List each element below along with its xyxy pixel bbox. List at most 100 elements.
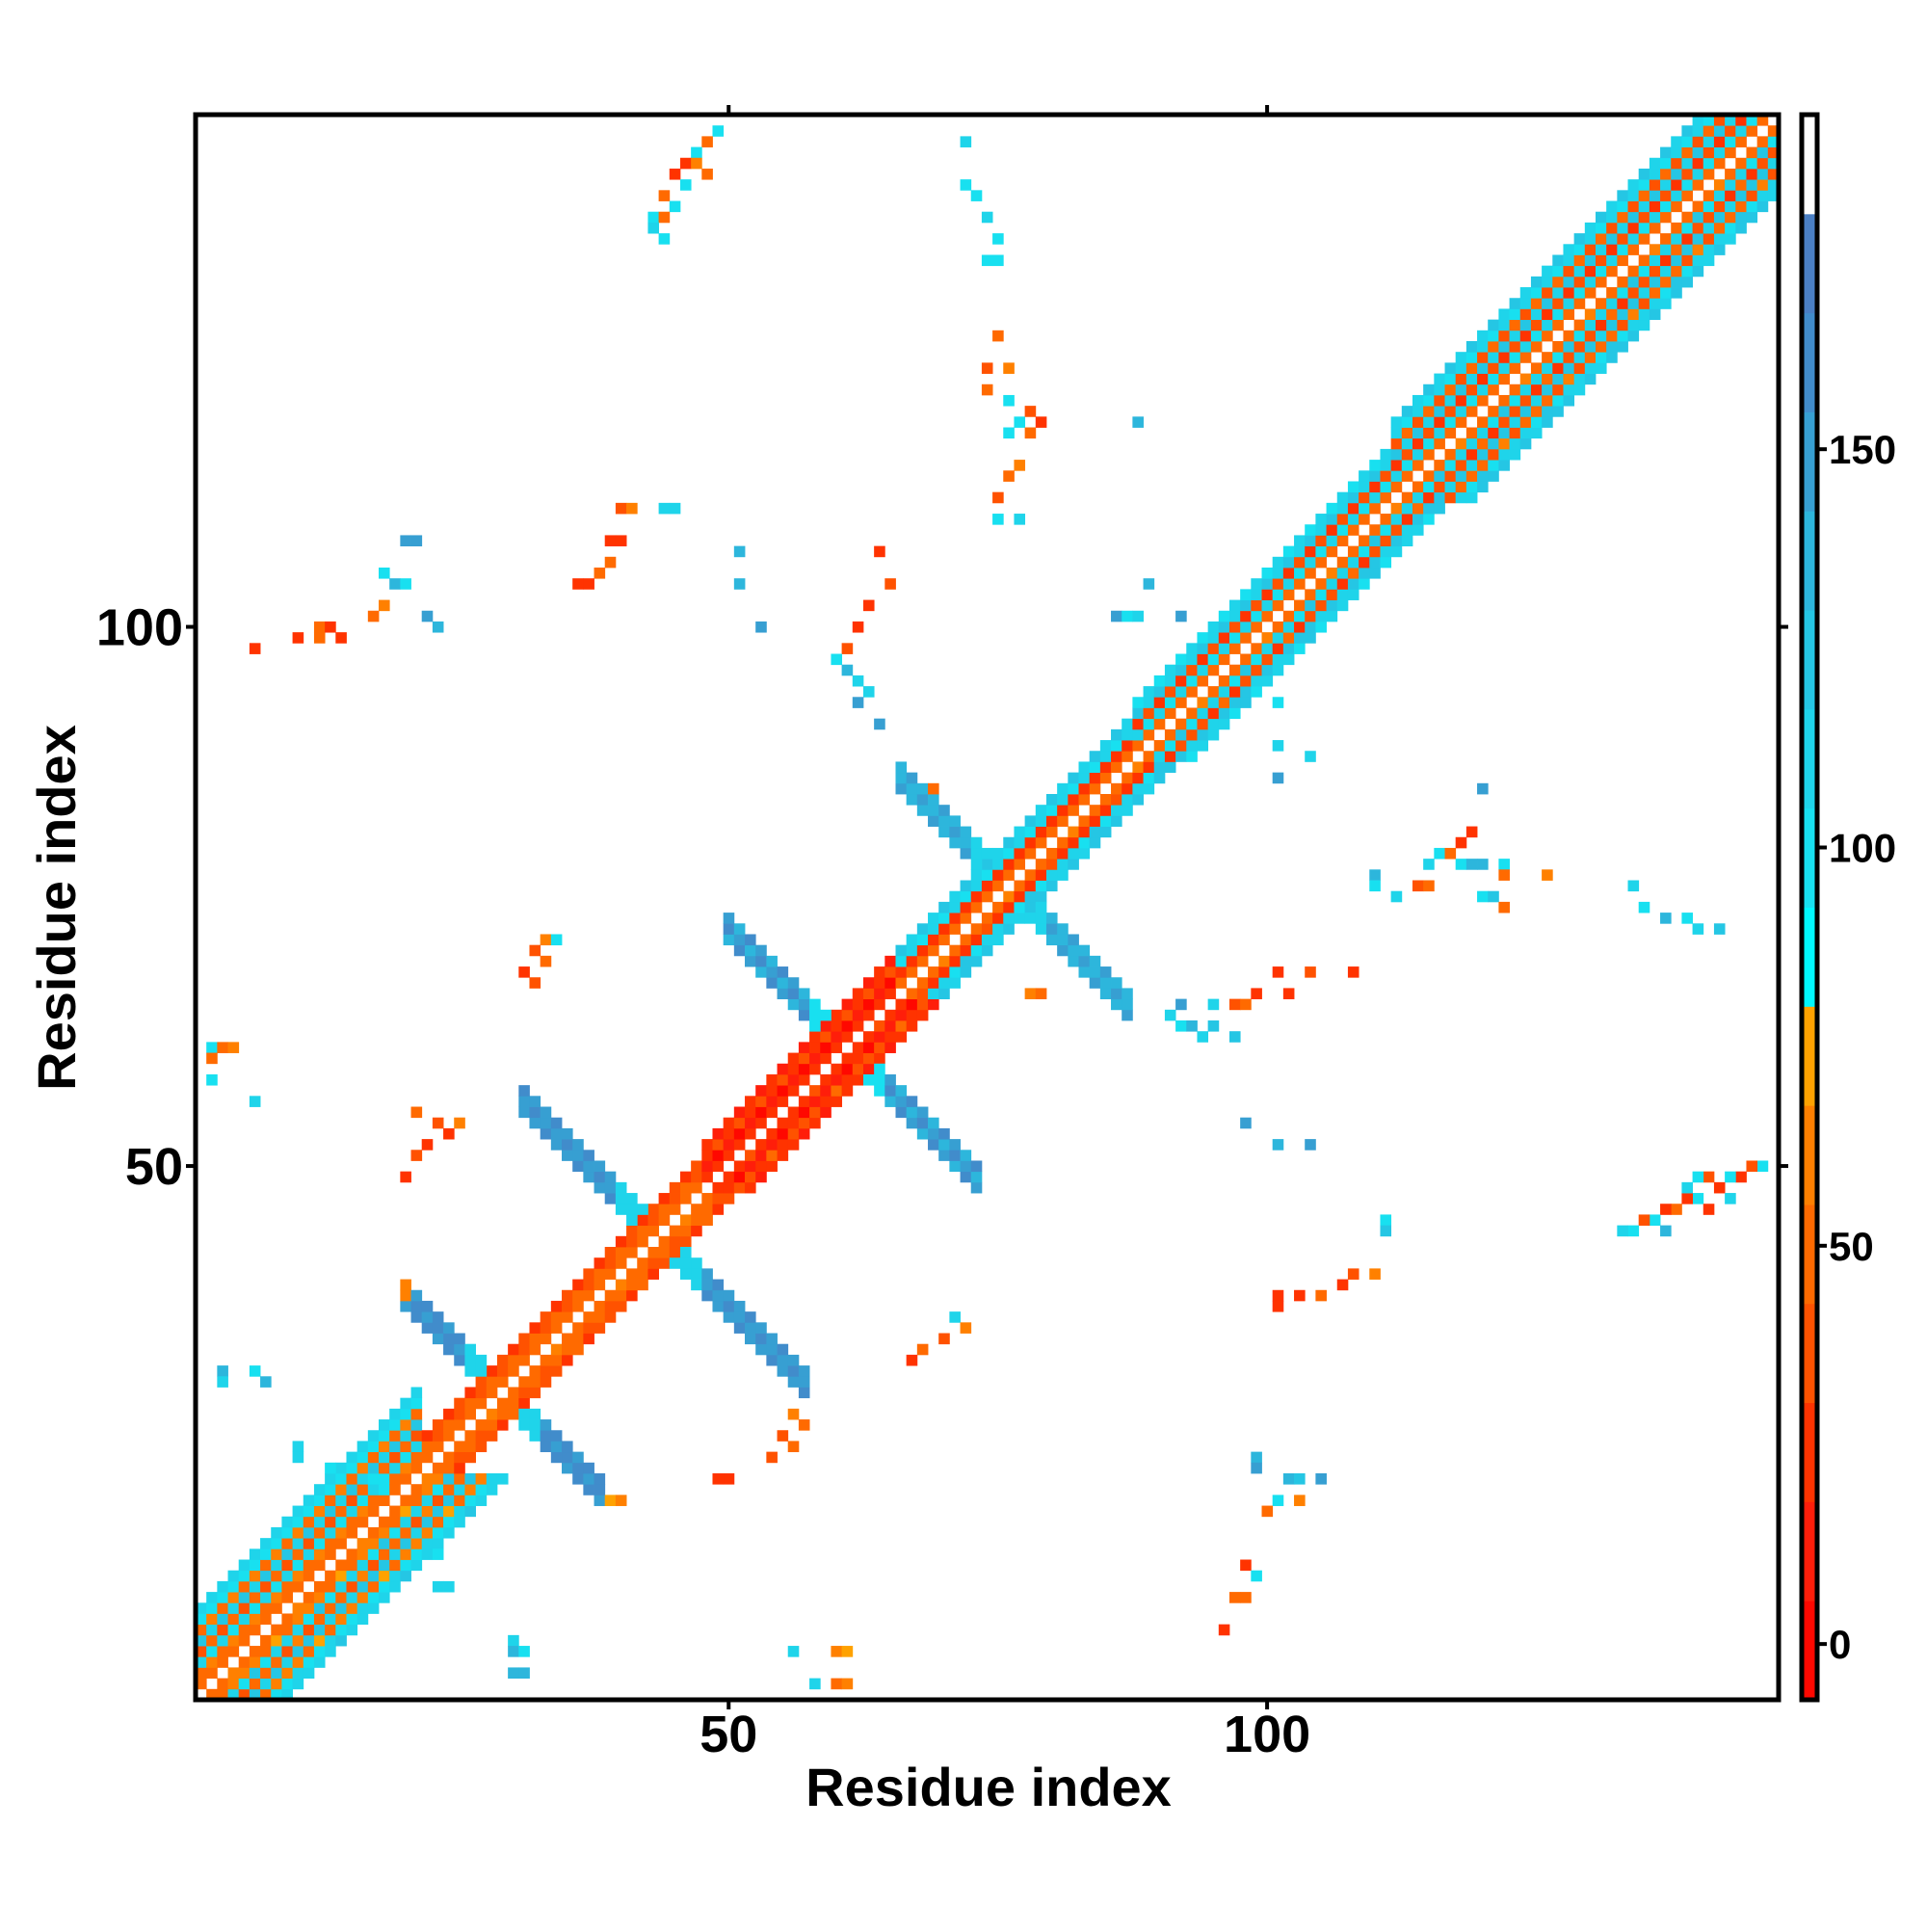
- heatmap-cell: [960, 1322, 972, 1334]
- heatmap-cell: [1509, 427, 1521, 439]
- heatmap-cell: [496, 1473, 509, 1485]
- heatmap-cell: [852, 697, 864, 708]
- heatmap-cell: [292, 1667, 304, 1680]
- heatmap-cell: [1681, 146, 1693, 159]
- heatmap-cell: [1164, 675, 1176, 687]
- heatmap-cell: [1465, 437, 1478, 450]
- heatmap-cell: [421, 1548, 434, 1560]
- heatmap-cell: [1725, 146, 1736, 159]
- heatmap-cell: [410, 1548, 423, 1560]
- heatmap-cell: [1122, 805, 1133, 816]
- heatmap-cell: [249, 1096, 261, 1107]
- heatmap-cell: [831, 1042, 843, 1053]
- heatmap-cell: [831, 1096, 843, 1107]
- colorbar-band: [1802, 1402, 1817, 1502]
- heatmap-cell: [1412, 416, 1424, 428]
- heatmap-cell: [1703, 211, 1715, 224]
- heatmap-cell: [1606, 341, 1618, 353]
- heatmap-cell: [389, 1451, 401, 1464]
- heatmap-cell: [1681, 265, 1693, 278]
- heatmap-cell: [916, 1127, 929, 1140]
- heatmap-cell: [562, 1150, 573, 1161]
- heatmap-cell: [594, 1160, 606, 1173]
- heatmap-cell: [906, 934, 918, 946]
- heatmap-cell: [206, 1042, 218, 1053]
- heatmap-cell: [1111, 751, 1122, 762]
- heatmap-cell: [1282, 1473, 1295, 1485]
- heatmap-cell: [303, 1656, 315, 1668]
- heatmap-cell: [325, 1646, 336, 1657]
- heatmap-cell: [1725, 168, 1736, 180]
- heatmap-cell: [508, 1408, 519, 1420]
- heatmap-cell: [1197, 643, 1209, 654]
- heatmap-cell: [379, 568, 390, 579]
- heatmap-cell: [1681, 168, 1693, 180]
- heatmap-cell: [723, 934, 735, 946]
- colorbar-band: [1802, 411, 1817, 512]
- heatmap-cell: [313, 1538, 326, 1549]
- heatmap-cell: [367, 1538, 380, 1549]
- heatmap-cell: [1746, 200, 1758, 213]
- heatmap-cell: [1024, 869, 1037, 881]
- heatmap-cell: [249, 1559, 261, 1572]
- heatmap-cell: [1746, 190, 1758, 201]
- heatmap-cell: [1746, 168, 1758, 180]
- heatmap-cell: [1228, 1592, 1241, 1603]
- heatmap-cell: [1099, 988, 1112, 1000]
- heatmap-cell: [1132, 761, 1144, 774]
- heatmap-cell: [249, 1624, 261, 1636]
- heatmap-cell: [389, 1516, 401, 1528]
- heatmap-cell: [1045, 815, 1058, 827]
- heatmap-cell: [691, 146, 702, 159]
- x-axis-label: Residue index: [805, 1757, 1172, 1817]
- heatmap-cell: [1595, 276, 1607, 288]
- heatmap-cell: [1638, 308, 1650, 321]
- heatmap-cell: [1197, 697, 1209, 708]
- heatmap-cell: [550, 1311, 563, 1323]
- heatmap-cell: [1272, 697, 1284, 708]
- heatmap-cell: [400, 1451, 411, 1464]
- heatmap-cell: [1024, 427, 1037, 439]
- heatmap-cell: [1542, 352, 1553, 363]
- heatmap-cell: [496, 1354, 509, 1366]
- heatmap-cell: [1164, 740, 1176, 752]
- heatmap-cell: [798, 1376, 810, 1388]
- heatmap-cell: [1045, 934, 1058, 946]
- heatmap-cell: [292, 1580, 304, 1593]
- heatmap-cell: [1465, 362, 1478, 374]
- heatmap-cell: [679, 1247, 692, 1258]
- heatmap-cell: [1132, 610, 1144, 622]
- heatmap-cell: [1164, 664, 1176, 676]
- heatmap-cell: [1542, 265, 1553, 278]
- heatmap-cell: [970, 1181, 983, 1194]
- colorbar-band: [1802, 610, 1817, 710]
- heatmap-cell: [443, 1473, 455, 1485]
- heatmap-cell: [1207, 707, 1220, 720]
- heatmap-cell: [1465, 406, 1478, 417]
- heatmap-cell: [421, 1300, 434, 1312]
- heatmap-cell: [1261, 610, 1274, 622]
- heatmap-cell: [1024, 988, 1037, 1000]
- heatmap-cell: [518, 1343, 530, 1356]
- heatmap-cell: [852, 1073, 864, 1086]
- heatmap-cell: [1153, 772, 1166, 784]
- heatmap-cell: [874, 1031, 885, 1043]
- heatmap-cell: [1078, 761, 1091, 774]
- heatmap-cell: [1595, 352, 1607, 363]
- heatmap-cell: [249, 1548, 261, 1560]
- heatmap-cell: [1359, 578, 1370, 590]
- heatmap-cell: [1703, 168, 1715, 180]
- heatmap-cell: [938, 901, 950, 913]
- heatmap-cell: [1627, 222, 1640, 234]
- heatmap-cell: [464, 1354, 476, 1366]
- heatmap-cell: [992, 913, 1004, 924]
- heatmap-cell: [1552, 298, 1564, 309]
- heatmap-cell: [1207, 728, 1220, 741]
- heatmap-cell: [1681, 1181, 1693, 1194]
- heatmap-cell: [1228, 621, 1241, 633]
- heatmap-cell: [518, 1419, 530, 1431]
- heatmap-cell: [1498, 352, 1510, 363]
- heatmap-cell: [1164, 686, 1176, 698]
- heatmap-cell: [1552, 394, 1564, 407]
- heatmap-cell: [432, 1526, 444, 1539]
